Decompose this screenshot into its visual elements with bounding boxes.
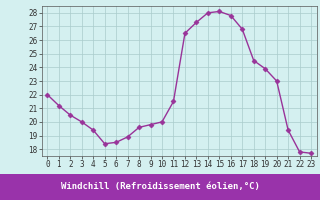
Text: Windchill (Refroidissement éolien,°C): Windchill (Refroidissement éolien,°C)	[60, 182, 260, 192]
